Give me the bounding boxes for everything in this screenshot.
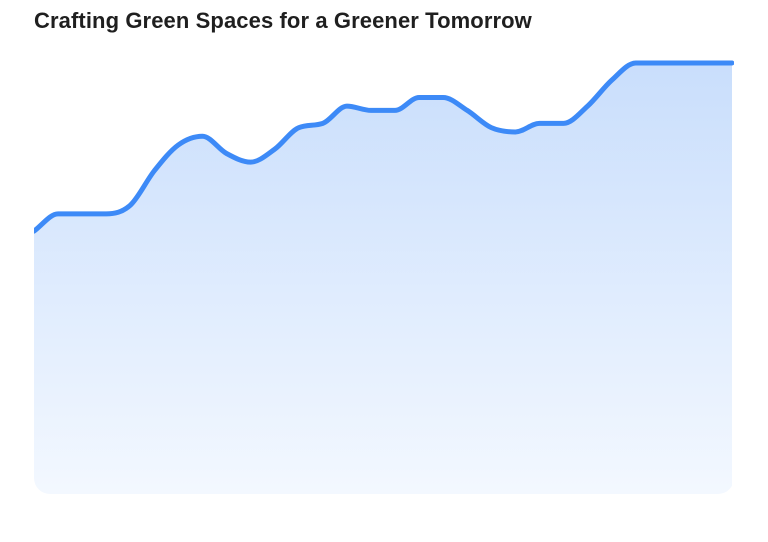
- data-point-21: [536, 120, 542, 126]
- data-point-9: [248, 159, 254, 165]
- data-point-5: [151, 168, 157, 174]
- data-point-25: [633, 60, 639, 66]
- data-point-26: [657, 60, 663, 66]
- data-point-14: [368, 107, 374, 113]
- data-point-8: [224, 151, 230, 157]
- data-point-29: [729, 60, 735, 66]
- data-point-7: [199, 133, 205, 139]
- series-line: [34, 60, 734, 234]
- data-point-3: [103, 211, 109, 217]
- data-point-23: [585, 103, 591, 109]
- data-point-22: [561, 120, 567, 126]
- data-point-2: [79, 211, 85, 217]
- data-point-13: [344, 103, 350, 109]
- data-point-17: [440, 94, 446, 100]
- data-point-28: [705, 60, 711, 66]
- chart-title: Crafting Green Spaces for a Greener Tomo…: [34, 8, 532, 33]
- data-point-24: [609, 77, 615, 83]
- data-point-1: [55, 211, 61, 217]
- data-point-18: [464, 107, 470, 113]
- area-fill: [34, 63, 732, 494]
- data-point-16: [416, 94, 422, 100]
- data-point-19: [488, 125, 494, 131]
- data-point-10: [272, 146, 278, 152]
- data-point-4: [127, 202, 133, 208]
- data-point-0: [31, 228, 37, 234]
- data-point-11: [296, 125, 302, 131]
- data-point-20: [512, 129, 518, 135]
- data-point-27: [681, 60, 687, 66]
- data-point-12: [320, 120, 326, 126]
- data-point-6: [175, 142, 181, 148]
- data-point-15: [392, 107, 398, 113]
